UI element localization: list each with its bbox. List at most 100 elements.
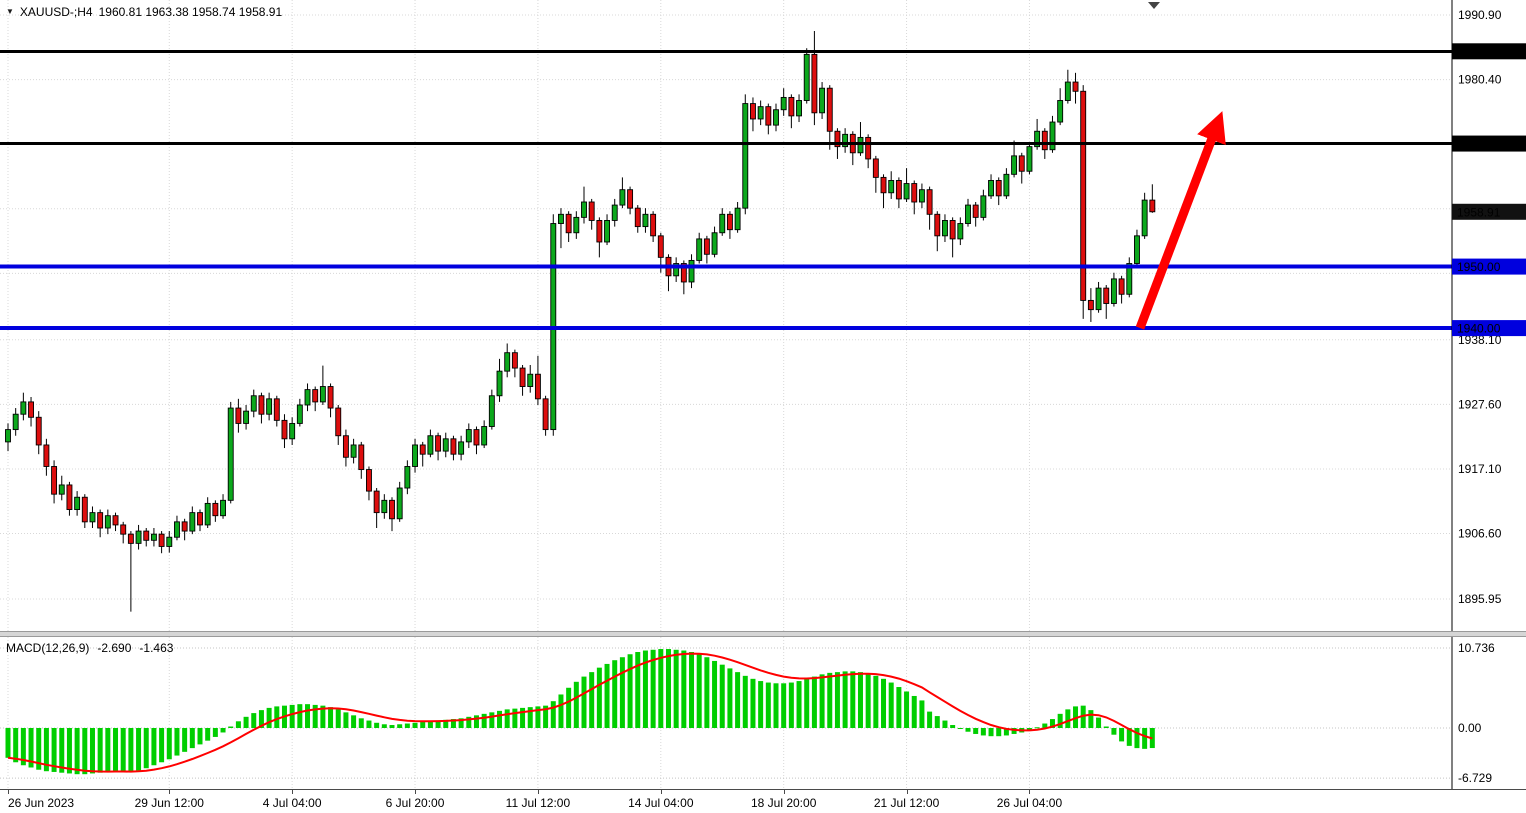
candle [995,177,1002,206]
time-label: 21 Jul 12:00 [873,796,940,810]
candle [688,254,695,289]
candle [227,401,234,504]
candle [28,396,34,427]
candle [296,398,303,427]
candle [703,235,710,264]
autoscroll-marker-icon[interactable] [1148,2,1160,9]
candle [481,420,488,449]
time-tick [415,790,417,794]
candle [1072,72,1079,104]
candle [696,232,703,264]
candle [942,214,948,242]
candle [20,392,27,421]
candle [373,488,380,529]
candle [189,506,196,535]
candle [342,429,349,467]
candle [488,389,495,430]
candle [534,355,541,405]
candle [926,186,933,230]
time-tick [537,790,539,794]
macd-panel: 10.736 0.00 -6.729 MACD(12,26,9) -2.690 -1… [0,637,1526,789]
candle [435,432,442,461]
candle [273,395,280,427]
price-tag-1950.00: 1950.00 [1452,258,1526,275]
candle [465,423,472,449]
candle [174,515,180,541]
candle [1049,115,1056,153]
candle [458,435,465,461]
candle [665,254,672,292]
candle [381,494,388,519]
candle [120,521,127,544]
candle [949,217,956,258]
candle [803,48,810,104]
candle [757,100,764,126]
candle [796,94,802,123]
time-label: 4 Jul 04:00 [262,796,322,810]
candle [726,211,733,239]
candle [197,509,203,532]
time-label: 26 Jul 04:00 [996,796,1063,810]
candle [1011,140,1018,178]
candle [619,177,626,209]
candle [811,31,818,126]
candle [427,429,434,458]
price-tag-1940.00: 1940.00 [1452,320,1526,337]
candle [588,198,595,230]
svg-text:1950.00: 1950.00 [1457,260,1501,274]
time-tick [169,790,171,794]
candle [750,97,756,132]
candle [212,500,219,522]
candle [957,217,964,246]
candle [934,211,941,252]
candle [826,85,833,150]
candle [166,531,173,553]
time-label: 11 Jul 12:00 [505,796,571,810]
time-tick [8,790,9,794]
candle [842,128,849,153]
candle [972,201,979,227]
candle [911,180,918,215]
candle [304,383,311,412]
trend-arrow-annotation[interactable] [1135,111,1226,330]
candle [650,211,657,242]
candle [965,198,971,227]
price-chart-panel[interactable]: 1990.90 1980.40 1938.10 1927.60 1917.10 1906.… [0,0,1526,631]
candle [888,171,895,199]
candle [158,531,165,554]
candle [673,257,680,282]
svg-text:1970.00: 1970.00 [1457,137,1501,151]
candle [104,509,111,535]
candle [1026,143,1033,175]
price-label: 1895.95 [1458,592,1502,606]
candle [266,392,273,421]
price-label: 1938.10 [1458,333,1502,347]
candle [235,398,242,433]
macd-signal-line [7,652,1153,773]
candle [880,174,887,209]
candle [849,131,856,166]
candle [404,460,411,495]
candle [1103,285,1110,319]
candle [250,389,257,418]
candle [58,475,65,501]
candle [527,365,534,393]
price-label: 1917.10 [1458,462,1502,476]
candle [442,432,449,458]
candle [1110,272,1117,307]
candle [788,94,795,129]
candle [865,134,872,169]
macd-axis-label: 10.736 [1458,641,1495,655]
panel-separator[interactable] [0,631,1526,637]
price-chart-svg[interactable]: 1990.90 1980.40 1938.10 1927.60 1917.10 1906.… [0,0,1526,631]
candle [335,404,342,445]
candle [412,438,418,473]
candle [473,426,480,455]
time-label: 26 Jun 2023 [8,796,75,810]
time-label: 6 Jul 20:00 [385,796,445,810]
macd-histogram [5,649,1155,775]
candle [596,217,603,258]
candle [143,528,150,547]
candles-layer [5,31,1156,612]
candle [857,122,864,156]
